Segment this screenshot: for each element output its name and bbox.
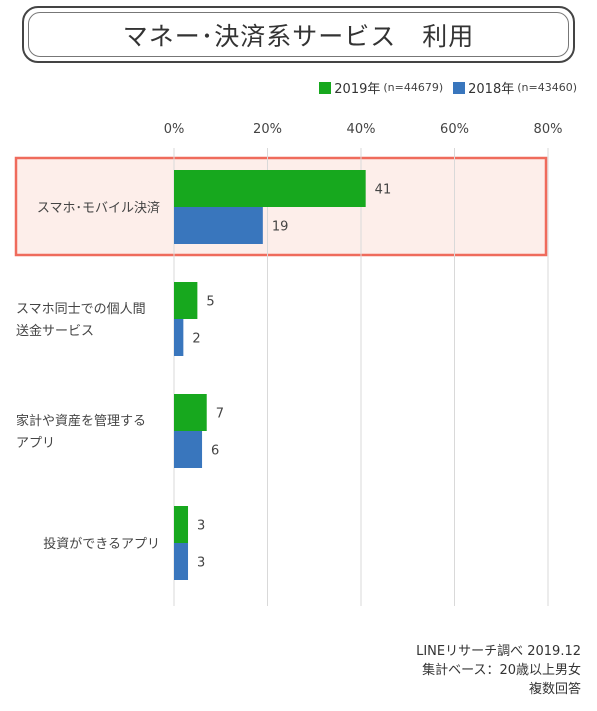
legend-n-2018: (n=43460) [517, 81, 577, 94]
x-tick-label: 40% [347, 122, 376, 137]
bar-2018 [174, 543, 189, 580]
legend-swatch-2018 [453, 81, 466, 94]
legend-item-2019: 2019年 (n=44679) [319, 78, 443, 97]
bar-2018 [174, 319, 184, 356]
data-label: 6 [211, 444, 219, 459]
category-label: アプリ [16, 436, 55, 451]
x-tick-label: 60% [440, 122, 469, 137]
category-label: スマホ同士での個人間 [16, 302, 146, 317]
bar-2019 [174, 506, 189, 543]
data-label: 19 [272, 220, 289, 235]
source-line: LINEリサーチ調べ 2019.12 [416, 644, 581, 659]
category-label: スマホ･モバイル決済 [37, 200, 160, 216]
x-tick-label: 20% [253, 122, 282, 137]
source-note: LINEリサーチ調べ 2019.12 集計ベース：20歳以上男女 複数回答 [416, 642, 581, 699]
chart-title: マネー･決済系サービス 利用 [28, 12, 569, 57]
category-label: 送金サービス [16, 323, 94, 339]
data-label: 2 [192, 332, 200, 347]
data-label: 3 [197, 519, 205, 534]
category-label: 家計や資産を管理する [16, 413, 146, 429]
legend-item-2018: 2018年 (n=43460) [453, 78, 577, 97]
title-frame: マネー･決済系サービス 利用 [22, 6, 575, 63]
data-label: 7 [216, 407, 224, 422]
category-label: 投資ができるアプリ [43, 536, 160, 552]
data-label: 3 [197, 556, 205, 571]
data-label: 41 [375, 183, 392, 198]
x-tick-label: 0% [164, 122, 185, 137]
legend-label-2019: 2019年 [334, 82, 381, 97]
answer-type-line: 複数回答 [528, 682, 581, 697]
x-tick-label: 80% [534, 122, 563, 137]
bar-2019 [174, 394, 207, 431]
legend: 2019年 (n=44679) 2018年 (n=43460) [319, 78, 577, 97]
bar-2018 [174, 207, 263, 244]
bar-2019 [174, 170, 366, 207]
bar-2018 [174, 431, 203, 468]
legend-n-2019: (n=44679) [383, 81, 444, 94]
bar-2019 [174, 282, 198, 319]
legend-swatch-2019 [319, 81, 332, 94]
base-line: 集計ベース：20歳以上男女 [422, 663, 581, 678]
legend-label-2018: 2018年 [468, 82, 515, 97]
data-label: 5 [206, 295, 214, 310]
